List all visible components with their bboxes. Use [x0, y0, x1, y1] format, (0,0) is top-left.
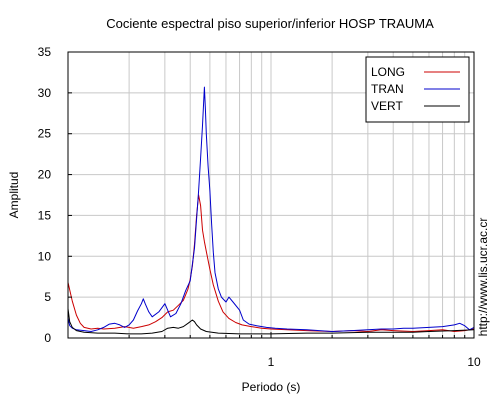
legend-items: LONG TRAN VERT [371, 65, 460, 113]
series-line-vert [67, 308, 475, 335]
chart-title: Cociente espectral piso superior/inferio… [106, 16, 434, 31]
x-tick-label: 1 [268, 355, 275, 369]
credit-url: http://www.lis.ucr.ac.cr [476, 218, 490, 337]
y-tick-label: 30 [38, 86, 52, 100]
y-tick-label: 25 [38, 127, 52, 141]
x-axis-label: Periodo (s) [242, 380, 301, 394]
legend-label-tran: TRAN [371, 82, 404, 96]
y-tick-label: 10 [38, 249, 52, 263]
legend: LONG TRAN VERT [365, 56, 470, 123]
x-tick-label: 10 [467, 355, 481, 369]
y-tick-label: 35 [38, 45, 52, 59]
y-tick-label: 15 [38, 208, 52, 222]
y-axis-ticks: 0 5 10 15 20 25 30 35 [38, 45, 72, 345]
legend-label-vert: VERT [371, 99, 403, 113]
series-line-tran [67, 86, 475, 332]
series-line-long [67, 194, 475, 332]
y-axis-label: Amplitud [7, 172, 21, 219]
y-tick-label: 0 [44, 331, 51, 345]
y-tick-label: 20 [38, 168, 52, 182]
series-lines [67, 86, 475, 335]
legend-label-long: LONG [371, 65, 405, 79]
x-axis-ticks: 1 10 [67, 332, 481, 369]
y-tick-label: 5 [44, 290, 51, 304]
